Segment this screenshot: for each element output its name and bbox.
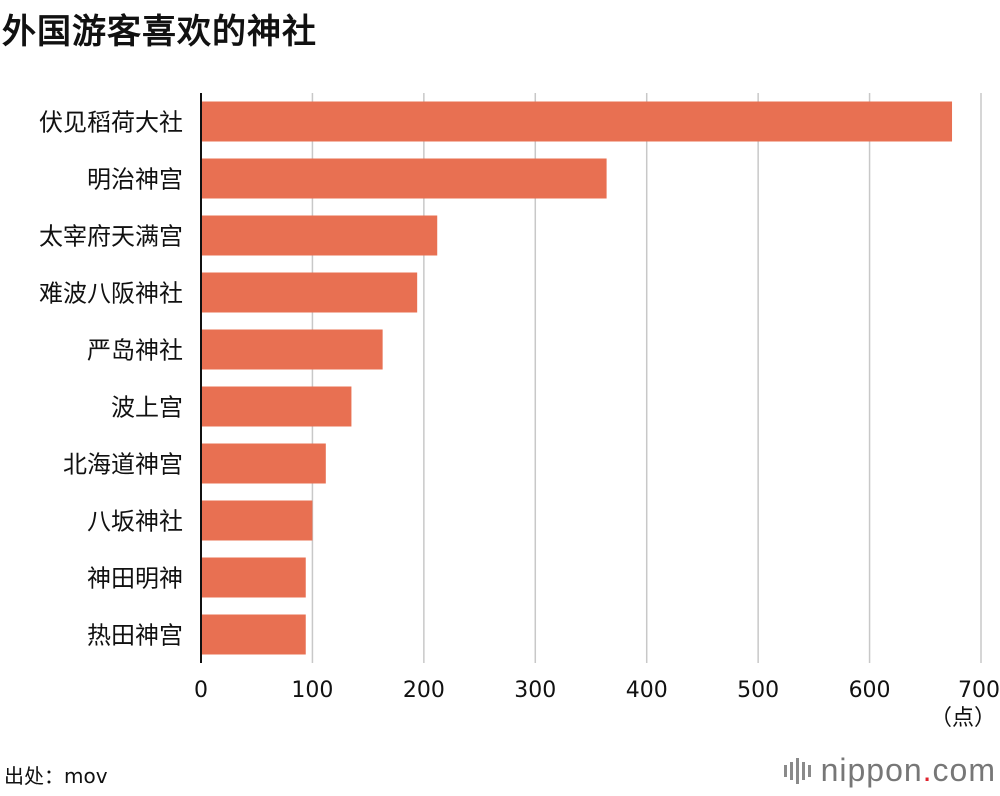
bar xyxy=(202,557,306,598)
x-tick-label: 500 xyxy=(737,678,779,703)
x-tick-label: 700 xyxy=(958,678,1000,703)
brand-bars-icon xyxy=(783,757,811,784)
brand-tail: com xyxy=(932,752,996,788)
bar xyxy=(202,329,383,370)
brand-dot: . xyxy=(922,752,933,788)
category-label: 波上宫 xyxy=(111,394,183,422)
category-label: 明治神宫 xyxy=(87,166,183,194)
x-tick-label: 300 xyxy=(514,678,556,703)
bars xyxy=(202,101,953,655)
bar xyxy=(202,272,418,313)
x-tick-label: 0 xyxy=(194,678,208,703)
bar xyxy=(202,500,313,541)
bar xyxy=(202,158,607,199)
category-label: 神田明神 xyxy=(87,565,183,593)
x-tick-label: 600 xyxy=(849,678,891,703)
chart-title: 外国游客喜欢的神社 xyxy=(2,12,317,52)
category-label: 八坂神社 xyxy=(87,508,183,536)
x-tick-label: 100 xyxy=(291,678,333,703)
category-label: 太宰府天满宫 xyxy=(39,223,183,251)
bar xyxy=(202,101,953,142)
source-note: 出处：mov xyxy=(4,764,108,788)
category-labels: 伏见稻荷大社明治神宫太宰府天满宫难波八阪神社严岛神社波上宫北海道神宫八坂神社神田… xyxy=(39,109,183,650)
x-tick-label: 400 xyxy=(626,678,668,703)
bar xyxy=(202,215,438,256)
brand-logo: nippon. com xyxy=(783,752,996,789)
bar xyxy=(202,614,306,655)
bar xyxy=(202,386,352,427)
category-label: 伏见稻荷大社 xyxy=(39,109,183,137)
category-label: 北海道神宫 xyxy=(63,451,183,479)
brand-main: nippon xyxy=(820,752,923,788)
unit-label: （点） xyxy=(930,706,996,731)
x-tick-label: 200 xyxy=(403,678,445,703)
category-label: 热田神宫 xyxy=(87,622,183,650)
x-axis-ticks: 0 100 200 300 400 500 600 700 xyxy=(194,678,1000,703)
bar xyxy=(202,443,326,484)
category-label: 难波八阪神社 xyxy=(39,280,183,308)
category-label: 严岛神社 xyxy=(87,337,183,365)
